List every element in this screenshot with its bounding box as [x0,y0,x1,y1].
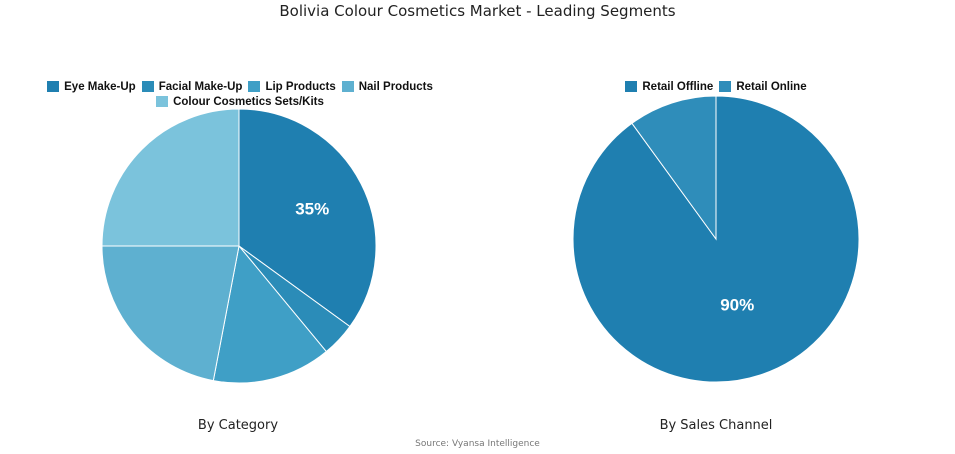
legend-label: Colour Cosmetics Sets/Kits [173,95,324,108]
legend-swatch [47,81,60,92]
legend-swatch [341,81,354,92]
pie-slice-colour-cosmetics-sets-kits [101,108,240,247]
legend-row-1: Eye Make-Up Facial Make-Up Lip Products … [40,79,440,94]
legend-swatch [248,81,261,92]
pie-chart-category: 35% [101,108,377,384]
legend-item-nail-products: Nail Products [341,80,433,93]
legend-sales-channel: Retail Offline Retail Online [566,79,866,94]
legend-item-lip-products: Lip Products [248,80,336,93]
legend-swatch [625,81,638,92]
legend-row-2: Colour Cosmetics Sets/Kits [40,94,440,109]
legend-label: Eye Make-Up [64,80,136,93]
legend-label: Nail Products [358,80,433,93]
legend-item-facial-make-up: Facial Make-Up [141,80,243,93]
legend-label: Retail Offline [642,80,714,93]
legend-row-1: Retail Offline Retail Online [566,79,866,94]
caption-category: By Category [197,418,279,433]
slice-label-eye-make-up: 35% [295,200,329,219]
legend-label: Facial Make-Up [158,80,243,93]
pie-slice-eye-make-up [238,108,377,328]
pie-slice-retail-online [631,95,717,241]
legend-item-eye-make-up: Eye Make-Up [47,81,136,93]
legend-item-retail-offline: Retail Offline [625,81,713,93]
legend-label: Lip Products [265,80,336,93]
legend-label: Retail Online [736,80,807,93]
legend-item-retail-online: Retail Online [719,80,807,93]
pie-chart-sales-channel: 90% [572,95,860,383]
legend-item-colour-cosmetics-sets-kits: Colour Cosmetics Sets/Kits [156,96,324,108]
pie-slice-nail-products [101,245,240,382]
chart-title: Bolivia Colour Cosmetics Market - Leadin… [279,2,676,20]
legend-category: Eye Make-Up Facial Make-Up Lip Products … [40,79,440,109]
source-note: Source: Vyansa Intelligence [415,439,540,449]
caption-sales-channel: By Sales Channel [659,418,773,433]
legend-swatch [719,81,732,92]
pie-slice-lip-products [212,244,328,384]
legend-swatch [141,81,154,92]
legend-swatch [156,96,169,107]
slice-label-retail-offline: 90% [720,295,754,314]
